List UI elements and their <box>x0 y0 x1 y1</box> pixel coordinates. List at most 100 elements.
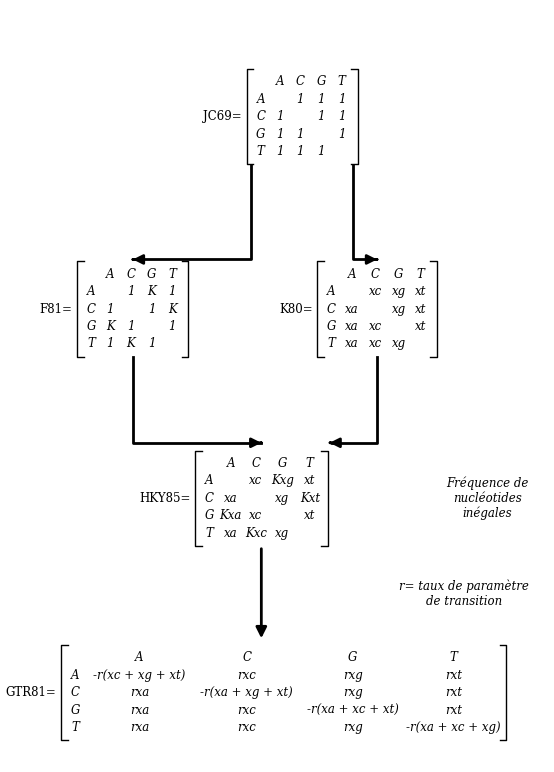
Text: Fréquence de
nucléotides
inégales: Fréquence de nucléotides inégales <box>447 476 529 520</box>
Text: G: G <box>316 76 326 88</box>
Text: 1: 1 <box>276 127 284 141</box>
Text: G: G <box>147 268 156 281</box>
Text: rxa: rxa <box>130 703 149 716</box>
Text: -r(xa + xc + xt): -r(xa + xc + xt) <box>307 703 398 716</box>
Text: T: T <box>450 652 458 664</box>
Text: xg: xg <box>275 492 290 505</box>
Text: A: A <box>347 268 356 281</box>
Text: 1: 1 <box>296 145 304 158</box>
Text: T: T <box>205 527 213 540</box>
Text: G: G <box>256 127 265 141</box>
Text: rxt: rxt <box>445 669 462 682</box>
Text: A: A <box>327 285 336 298</box>
Text: K: K <box>147 285 156 298</box>
Text: F81=: F81= <box>40 303 73 316</box>
Text: 1: 1 <box>148 303 156 316</box>
Text: xg: xg <box>392 303 406 316</box>
Text: 1: 1 <box>168 285 176 298</box>
Text: A: A <box>257 93 265 106</box>
Text: rxg: rxg <box>343 686 362 699</box>
Text: T: T <box>257 145 265 158</box>
Text: 1: 1 <box>317 93 325 106</box>
Text: A: A <box>71 669 80 682</box>
Text: 1: 1 <box>317 145 325 158</box>
Text: xg: xg <box>392 337 406 350</box>
Text: HKY85=: HKY85= <box>139 492 190 505</box>
Text: xc: xc <box>368 337 382 350</box>
Text: 1: 1 <box>106 303 114 316</box>
Text: xa: xa <box>345 320 358 333</box>
Text: xa: xa <box>345 303 358 316</box>
Text: C: C <box>251 457 260 470</box>
Text: A: A <box>135 652 143 664</box>
Text: C: C <box>126 268 136 281</box>
Text: -r(xa + xg + xt): -r(xa + xg + xt) <box>201 686 293 699</box>
Text: Kxa: Kxa <box>219 510 242 523</box>
Text: G: G <box>278 457 287 470</box>
Text: 1: 1 <box>338 127 346 141</box>
Text: 1: 1 <box>127 285 135 298</box>
Text: A: A <box>205 475 213 487</box>
Text: C: C <box>71 686 80 699</box>
Text: A: A <box>227 457 235 470</box>
Text: -r(xc + xg + xt): -r(xc + xg + xt) <box>93 669 186 682</box>
Text: A: A <box>106 268 115 281</box>
Text: 1: 1 <box>168 320 176 333</box>
Text: K: K <box>127 337 135 350</box>
Text: K: K <box>168 303 177 316</box>
Text: rxc: rxc <box>237 703 256 716</box>
Text: C: C <box>204 492 214 505</box>
Text: G: G <box>394 268 403 281</box>
Text: 1: 1 <box>296 127 304 141</box>
Text: T: T <box>306 457 314 470</box>
Text: xt: xt <box>304 510 315 523</box>
Text: rxc: rxc <box>237 721 256 734</box>
Text: 1: 1 <box>276 110 284 124</box>
Text: A: A <box>87 285 96 298</box>
Text: C: C <box>296 76 305 88</box>
Text: C: C <box>257 110 265 124</box>
Text: 1: 1 <box>338 110 346 124</box>
Text: -r(xa + xc + xg): -r(xa + xc + xg) <box>407 721 501 734</box>
Text: 1: 1 <box>148 337 156 350</box>
Text: K: K <box>106 320 115 333</box>
Text: G: G <box>71 703 80 716</box>
Text: C: C <box>242 652 251 664</box>
Text: xc: xc <box>249 475 262 487</box>
Text: rxa: rxa <box>130 686 149 699</box>
Text: xt: xt <box>415 303 427 316</box>
Text: GTR81=: GTR81= <box>6 686 57 699</box>
Text: xg: xg <box>275 527 290 540</box>
Text: T: T <box>88 337 95 350</box>
Text: rxg: rxg <box>343 669 362 682</box>
Text: G: G <box>327 320 336 333</box>
Text: xt: xt <box>415 285 427 298</box>
Text: A: A <box>275 76 284 88</box>
Text: G: G <box>204 510 214 523</box>
Text: C: C <box>327 303 336 316</box>
Text: T: T <box>71 721 79 734</box>
Text: G: G <box>348 652 357 664</box>
Text: xt: xt <box>415 320 427 333</box>
Text: Kxt: Kxt <box>300 492 320 505</box>
Text: xc: xc <box>368 285 382 298</box>
Text: rxt: rxt <box>445 703 462 716</box>
Text: T: T <box>338 76 346 88</box>
Text: Kxc: Kxc <box>245 527 266 540</box>
Text: 1: 1 <box>317 110 325 124</box>
Text: G: G <box>87 320 96 333</box>
Text: xa: xa <box>224 492 238 505</box>
Text: xt: xt <box>304 475 315 487</box>
Text: T: T <box>168 268 176 281</box>
Text: C: C <box>371 268 379 281</box>
Text: K80=: K80= <box>279 303 312 316</box>
Text: rxa: rxa <box>130 721 149 734</box>
Text: rxg: rxg <box>343 721 362 734</box>
Text: xa: xa <box>345 337 358 350</box>
Text: 1: 1 <box>296 93 304 106</box>
Text: xg: xg <box>392 285 406 298</box>
Text: 1: 1 <box>276 145 284 158</box>
Text: T: T <box>327 337 335 350</box>
Text: rxc: rxc <box>237 669 256 682</box>
Text: xa: xa <box>224 527 238 540</box>
